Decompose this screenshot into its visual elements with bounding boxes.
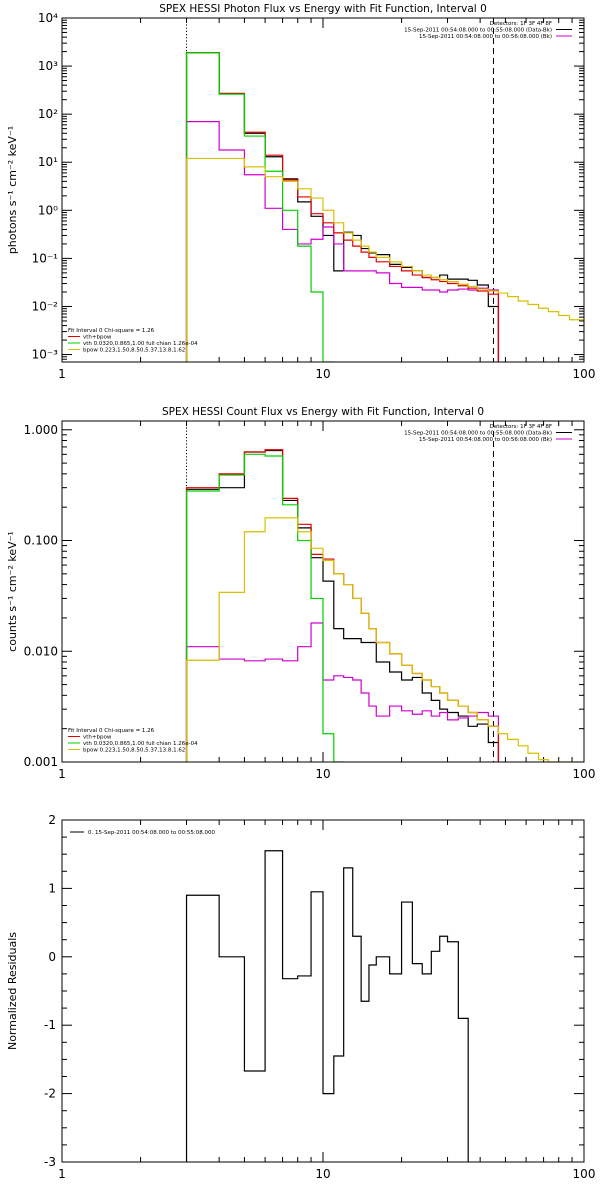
series-bk-line — [185, 622, 500, 762]
legend-top-entry: Detectors: 1F 3F 4F 8F — [490, 21, 552, 27]
y-tick-label: -2 — [44, 1087, 56, 1101]
plot-frame — [61, 420, 585, 763]
x-tick-label: 100 — [573, 767, 596, 781]
x-tick-label: 1 — [58, 1167, 66, 1181]
y-tick-label: 10⁴ — [38, 11, 58, 25]
plot-frame — [61, 819, 585, 1163]
series-vth-bpow-line — [185, 52, 500, 362]
plot-area — [185, 421, 584, 762]
chart-title: SPEX HESSI Photon Flux vs Energy with Fi… — [159, 3, 487, 15]
y-tick-label: 10² — [38, 107, 58, 121]
legend-bottom-entry: vth+bpow — [83, 735, 112, 741]
x-tick-label: 10 — [315, 1167, 330, 1181]
x-tick-label: 100 — [573, 1167, 596, 1181]
y-tick-label: 0 — [48, 950, 56, 964]
legend-bottom-entry: vth 0.0320,0.865,1.00 full chian 1.26e-0… — [83, 341, 198, 347]
y-tick-label: 0.010 — [24, 644, 58, 658]
legend-top-entry: 15-Sep-2011 00:54:08.000 to 00:55:08.000… — [404, 431, 552, 437]
y-tick-label: 10⁻¹ — [32, 251, 59, 265]
legend-top-entry: 15-Sep-2011 00:54:08.000 to 00:56:08.000… — [419, 34, 552, 40]
y-tick-label: 10⁰ — [38, 203, 58, 217]
series-0-15-sep-2011-00-54-08-000-to-00-55-08-000-line — [185, 850, 469, 1162]
series-bpow-line — [185, 157, 584, 362]
y-tick-label: 1.000 — [24, 423, 58, 437]
legend-bottom-entry: bpow 0.223,1.50,8.50,5.37,13.8,1.62 — [83, 748, 185, 754]
x-tick-label: 100 — [573, 367, 596, 381]
y-tick-label: 0.100 — [24, 534, 58, 548]
y-tick-label: 10⁻² — [32, 299, 59, 313]
legend-top-entry: 15-Sep-2011 00:54:08.000 to 00:56:08.000… — [419, 437, 552, 443]
panel-3: Normalized Residuals 1 10 100 -3 -2 -1 0 1 2 0. 15… — [6, 813, 595, 1181]
y-tick-label: 0.001 — [24, 755, 58, 769]
plot-area — [185, 850, 469, 1162]
y-axis-label: photons s⁻¹ cm⁻² keV⁻¹ — [6, 126, 19, 254]
plot-frame — [61, 17, 585, 363]
legend-bottom-entry: vth 0.0320,0.865,1.00 full chian 1.26e-0… — [83, 741, 198, 747]
legend-bottom-entry: Fit Interval 0 Chi-square = 1.26 — [68, 728, 155, 734]
series-data-bk-line — [185, 52, 500, 362]
chart-title: SPEX HESSI Count Flux vs Energy with Fit… — [162, 406, 484, 418]
y-tick-label: -3 — [44, 1155, 56, 1169]
series-vth-line — [185, 453, 345, 762]
y-tick-label: -1 — [44, 1018, 56, 1032]
series-bpow-line — [185, 517, 584, 762]
y-tick-label: 2 — [48, 813, 56, 827]
legend-bottom-entry: vth+bpow — [83, 335, 112, 341]
y-tick-label: 10⁻³ — [32, 348, 59, 362]
x-tick-label: 1 — [58, 367, 66, 381]
legend-bottom-entry: bpow 0.223,1.50,8.50,5.37,13.8,1.62 — [83, 348, 185, 354]
plot-area — [185, 18, 584, 362]
y-axis-label: Normalized Residuals — [6, 932, 19, 1050]
y-tick-label: 10¹ — [38, 155, 58, 169]
legend-bottom-entry: Fit Interval 0 Chi-square = 1.26 — [68, 328, 155, 334]
legend-top-entry: 15-Sep-2011 00:54:08.000 to 00:55:08.000… — [404, 28, 552, 34]
y-axis-label: counts s⁻¹ cm⁻² keV⁻¹ — [6, 531, 19, 652]
x-tick-label: 10 — [315, 767, 330, 781]
legend-entry: 0. 15-Sep-2011 00:54:08.000 to 00:55:08.… — [88, 830, 215, 836]
series-bk-line — [185, 121, 500, 362]
panel-2: SPEX HESSI Count Flux vs Energy with Fit… — [6, 406, 595, 781]
series-vth-line — [185, 52, 335, 362]
y-tick-label: 1 — [48, 881, 56, 895]
legend-top-entry: Detectors: 1F 3F 4F 8F — [490, 424, 552, 430]
x-tick-label: 1 — [58, 767, 66, 781]
panel-1: SPEX HESSI Photon Flux vs Energy with Fi… — [6, 3, 595, 381]
y-tick-label: 10³ — [38, 59, 58, 73]
x-tick-label: 10 — [315, 367, 330, 381]
